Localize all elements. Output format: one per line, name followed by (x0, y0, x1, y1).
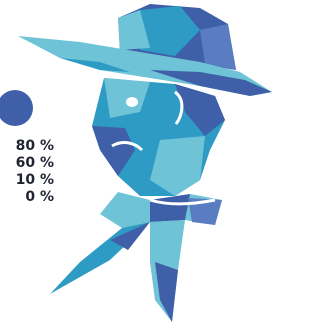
dot (0, 90, 33, 126)
percent-label: 80 % (16, 138, 54, 154)
percent-label: 10 % (16, 172, 54, 188)
illustration: 80 % 60 % 10 % 0 % (0, 0, 280, 327)
percent-label: 0 % (25, 189, 54, 205)
hat-crown-patch (200, 24, 236, 70)
eye (126, 97, 138, 107)
neckerchief-patch (150, 194, 190, 222)
page: 80 % 60 % 10 % 0 % (0, 0, 280, 327)
percent-label: 60 % (16, 155, 54, 171)
